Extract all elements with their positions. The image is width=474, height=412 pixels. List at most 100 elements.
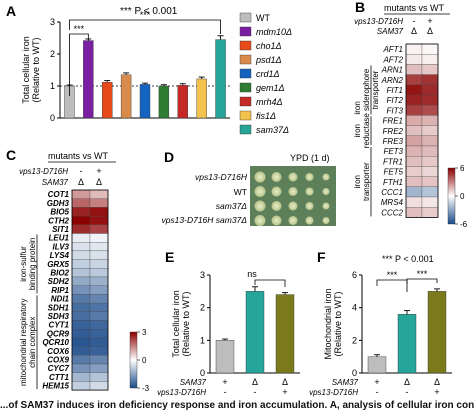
panel-b-group-label-line: iron — [353, 175, 362, 188]
panel-d-strain-1: vps13-D716H — [195, 172, 248, 182]
panel-f-bar-1 — [367, 356, 387, 374]
panel-f-row2-value-1: - — [376, 387, 379, 397]
panel-f: F *** P < 0.001 0 2 4 6 Mitochondrial iron(R… — [309, 249, 452, 397]
panel-e-bar-1 — [215, 340, 235, 374]
panel-c-cell — [89, 268, 109, 278]
panel-c-gene-label: CYT1 — [49, 321, 70, 330]
panel-c-group-label-line: chain complex — [28, 317, 37, 368]
panel-b-cell — [421, 115, 439, 126]
panel-c-colorbar-label: 0 — [142, 356, 147, 365]
legend-swatch-1 — [239, 12, 252, 23]
panel-a: A *** P < 0.001 0 1 2 3 Total cellular iron(… — [6, 3, 292, 135]
panel-f-row1-label: SAM37 — [332, 378, 359, 387]
legend-swatch-8 — [239, 110, 252, 121]
panel-c-gene-label: SIT1 — [52, 225, 69, 234]
panel-a-sig-bracket-1 — [69, 33, 89, 96]
panel-c-gene-label: SDH1 — [48, 303, 70, 312]
panel-e-ylabel: Total cellular iron(Relative to WT) — [171, 290, 191, 358]
panel-b-cell — [421, 207, 439, 218]
panel-b-cell — [421, 94, 439, 106]
panel-c-cell — [89, 311, 109, 321]
panel-d-spots — [254, 171, 330, 226]
panel-b-cell — [421, 196, 439, 208]
panel-e-ylabel-line2: (Relative to WT) — [181, 291, 191, 356]
panel-c-gene-label: COT1 — [48, 190, 70, 199]
panel-b-colorbar-label: 6 — [460, 164, 465, 173]
panel-a-sig-stars-2: *** — [140, 10, 151, 20]
panel-a-letter: A — [6, 3, 16, 19]
panel-b-group-label-line: siderophore — [362, 68, 371, 111]
panel-c-cell — [71, 215, 91, 225]
panel-a-sig-stars-1: *** — [74, 24, 85, 34]
colony-spot — [322, 173, 330, 181]
panel-b-cell — [405, 145, 423, 157]
panel-c-cell — [71, 250, 91, 260]
panel-a-bar-6 — [158, 85, 170, 119]
legend-swatch-6 — [239, 82, 252, 93]
legend-swatch-3 — [239, 40, 252, 51]
panel-c-gene-label: COX9 — [47, 356, 69, 365]
panel-a-bar-8 — [196, 78, 207, 119]
panel-a-sig-bracket-2 — [69, 19, 221, 34]
panel-e-row2-label: vps13-D716H — [157, 388, 206, 397]
colony-spot — [288, 172, 298, 182]
panel-f-row2-value-2: - — [406, 387, 409, 397]
panel-c-cell — [71, 311, 91, 321]
panel-a-ytick-label: 2 — [50, 49, 55, 59]
legend-swatch-7 — [239, 96, 252, 107]
panel-c-cell — [89, 346, 109, 356]
panel-c-row2-label: SAM37 — [42, 178, 69, 187]
panel-b-cell — [405, 125, 423, 136]
panel-c-cell — [89, 233, 109, 243]
panel-c-cell — [89, 294, 109, 304]
panel-c-col-sign-2: + — [96, 166, 101, 176]
panel-c-cell — [71, 294, 91, 304]
legend-swatch-5 — [239, 68, 252, 79]
panel-f-letter: F — [317, 249, 326, 265]
colony-spot — [288, 216, 298, 225]
panel-e-row2-value-1: - — [224, 387, 227, 397]
panel-b-cell — [405, 105, 423, 116]
panel-b-gene-label: FRE2 — [383, 127, 404, 136]
panel-f-row1-value-3: Δ — [434, 377, 440, 387]
panel-c-cell — [71, 329, 91, 339]
legend-label-3: cho1Δ — [256, 41, 282, 51]
panel-c-cell — [71, 207, 91, 217]
panel-c-cell — [71, 224, 91, 234]
legend-label-1: WT — [256, 13, 270, 23]
panel-b-cell — [405, 54, 423, 65]
panel-f-ytick-label: 4 — [352, 303, 357, 313]
panel-f-sig-stars-2: *** — [417, 269, 428, 279]
panel-b-cell — [405, 196, 423, 208]
panel-c-cell — [89, 276, 109, 286]
panel-f-axes: 0 2 4 6 Mitochondrial iron(Relative to WT) **… — [323, 269, 452, 397]
panel-b-cell — [421, 135, 439, 147]
panel-c-group-label-1: iron-sulfurbinding protein — [19, 238, 37, 290]
panel-d-strain-4: vps13-D716H sam37Δ — [161, 215, 247, 225]
colony-spot — [322, 202, 330, 210]
panel-b-cell — [405, 115, 423, 126]
panel-b-colorbar-label: -6 — [460, 220, 468, 229]
panel-c-cell — [89, 242, 109, 252]
panel-c-cell — [89, 207, 109, 217]
panel-b-gene-label: ARN2 — [381, 76, 404, 85]
panel-c-cell — [71, 242, 91, 252]
panel-c-gene-label: QCR9 — [47, 329, 70, 338]
panel-c-cell — [89, 285, 109, 295]
panel-f-bar-3 — [427, 291, 447, 374]
panel-b-gene-label: FIT1 — [387, 86, 403, 95]
panel-b-gene-label: FRE1 — [383, 117, 403, 126]
panel-c-gene-label: RIP1 — [51, 286, 69, 295]
panel-f-ylabel-line1: Mitochondrial iron — [323, 288, 333, 359]
panel-c-gene-label: CTT1 — [49, 373, 70, 382]
panel-c-row1-label: vps13-D716H — [19, 167, 68, 176]
panel-c-cell — [71, 355, 91, 365]
panel-c-cell — [89, 355, 109, 365]
panel-c-gene-label: CTH2 — [48, 216, 69, 225]
panel-b-gene-label: FIT3 — [387, 106, 404, 115]
legend-label-2: mdm10Δ — [256, 27, 292, 37]
panel-b-col-genotype-2: Δ — [427, 26, 433, 36]
panel-e-ytick-label: 3 — [200, 270, 205, 280]
panel-b-col-sign-2: + — [427, 16, 432, 26]
